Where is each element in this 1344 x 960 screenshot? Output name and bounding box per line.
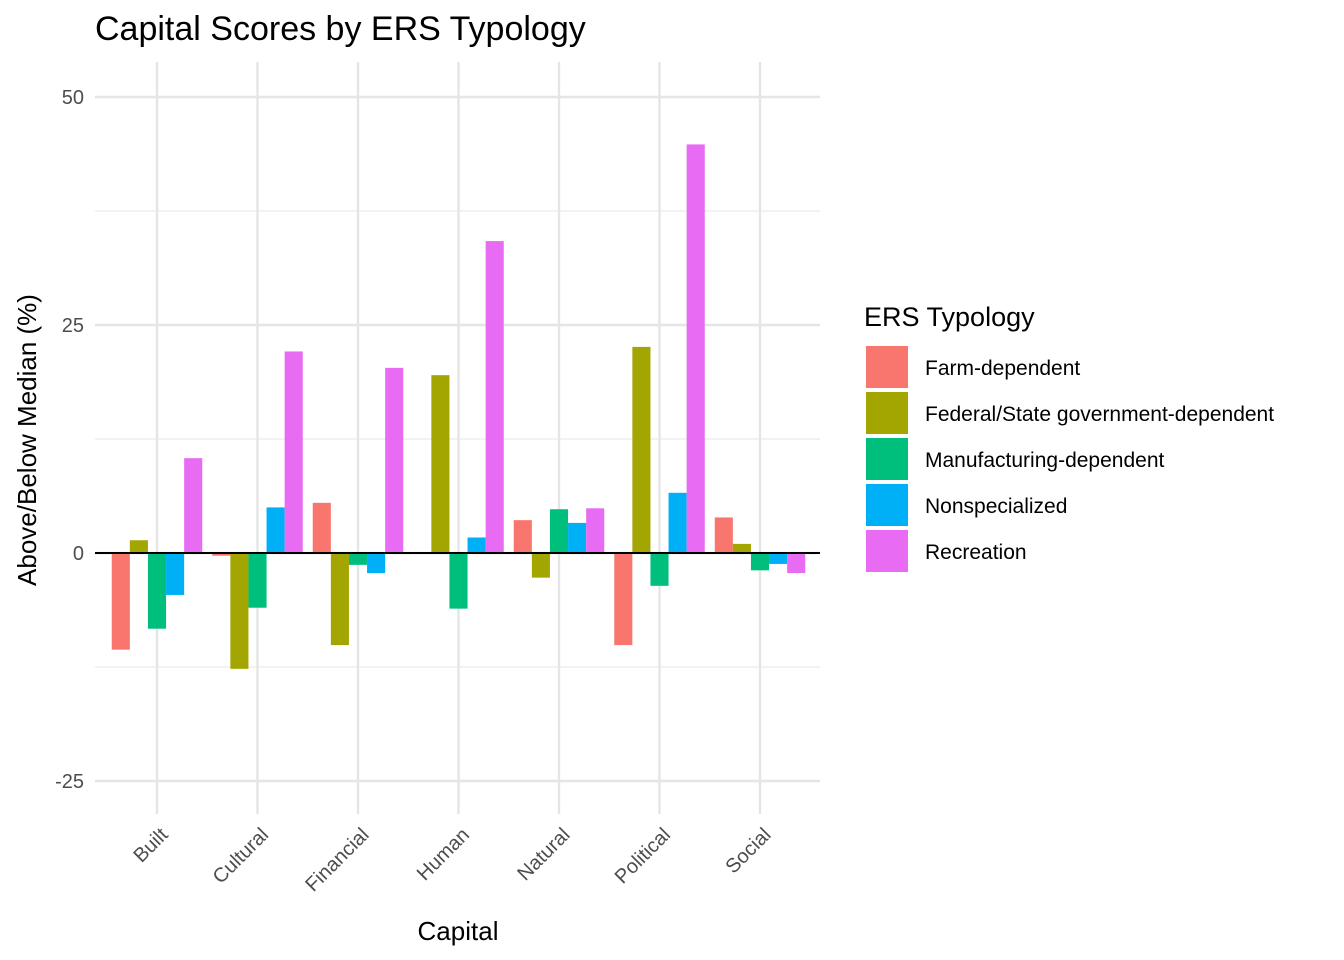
bar <box>184 458 203 553</box>
legend-swatch <box>866 392 908 434</box>
legend: ERS Typology Farm-dependent Federal/State… <box>864 302 1274 572</box>
legend-swatch <box>866 438 908 480</box>
legend-label: Federal/State government-dependent <box>925 403 1274 426</box>
bar <box>549 509 569 553</box>
bar <box>485 241 504 553</box>
bar <box>614 553 633 646</box>
legend-title: ERS Typology <box>864 302 1035 332</box>
bar <box>111 553 130 650</box>
legend-swatch <box>866 484 908 526</box>
x-tick-label: Built <box>129 824 172 867</box>
legend-swatch <box>866 346 908 388</box>
bar <box>348 553 368 565</box>
bar <box>513 520 532 553</box>
y-axis-ticks: -25 0 25 50 <box>55 87 84 793</box>
x-axis-ticks: Built Cultural Financial Human Natural Politi… <box>129 824 775 896</box>
y-tick-label: 0 <box>73 543 84 565</box>
x-tick-label: Social <box>721 824 775 878</box>
grid <box>95 62 820 814</box>
y-tick-label: -25 <box>55 771 84 793</box>
y-axis-title: Above/Below Median (%) <box>12 294 42 586</box>
legend-label: Nonspecialized <box>925 495 1067 518</box>
legend-swatch <box>866 530 908 572</box>
x-tick-label: Financial <box>301 824 373 896</box>
bar <box>248 553 267 608</box>
bar <box>284 351 303 553</box>
y-tick-label: 25 <box>62 315 84 337</box>
bar <box>787 553 806 574</box>
bar <box>129 540 148 553</box>
bar <box>531 553 550 578</box>
bar <box>769 553 788 564</box>
legend-label: Recreation <box>925 541 1027 564</box>
y-tick-label: 50 <box>62 87 84 109</box>
x-axis-title: Capital <box>418 916 499 946</box>
x-tick-label: Human <box>413 824 474 885</box>
chart-title: Capital Scores by ERS Typology <box>95 10 586 48</box>
bar <box>230 553 249 669</box>
bar <box>732 543 751 553</box>
x-tick-label: Political <box>611 824 675 888</box>
bar <box>330 553 349 646</box>
bar <box>467 537 486 553</box>
bar <box>166 553 185 595</box>
bars <box>111 144 806 669</box>
bar <box>147 553 167 629</box>
bar <box>668 492 687 553</box>
bar <box>367 553 386 574</box>
bar <box>686 144 705 553</box>
bar <box>586 508 605 553</box>
bar <box>714 517 733 553</box>
x-tick-label: Cultural <box>209 824 273 888</box>
legend-label: Farm-dependent <box>925 357 1080 380</box>
bar <box>632 346 651 553</box>
bar <box>650 553 669 586</box>
bar <box>312 502 331 553</box>
legend-items: Farm-dependent Federal/State government-d… <box>866 346 1274 572</box>
x-tick-label: Natural <box>513 824 574 885</box>
bar <box>449 553 468 609</box>
bar <box>568 522 587 553</box>
bar <box>431 375 450 553</box>
legend-label: Manufacturing-dependent <box>925 449 1165 472</box>
bar <box>750 553 770 571</box>
bar <box>385 367 404 553</box>
bar <box>266 507 285 553</box>
bar <box>212 553 231 556</box>
